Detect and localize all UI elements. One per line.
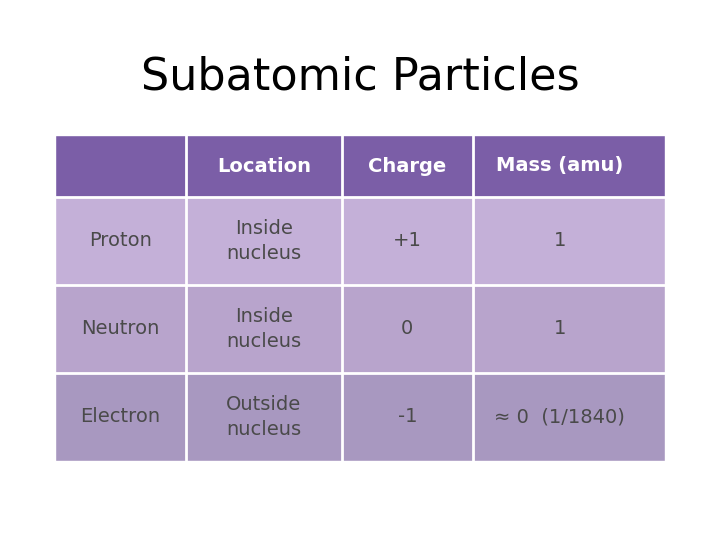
Text: Inside
nucleus: Inside nucleus: [226, 307, 302, 351]
Text: ≈ 0  (1/1840): ≈ 0 (1/1840): [495, 408, 625, 427]
Text: -1: -1: [397, 408, 417, 427]
Text: 1: 1: [554, 320, 566, 339]
FancyBboxPatch shape: [55, 373, 665, 461]
Text: Proton: Proton: [89, 232, 152, 251]
Text: Electron: Electron: [81, 408, 161, 427]
Text: Neutron: Neutron: [81, 320, 160, 339]
Text: Charge: Charge: [368, 157, 446, 176]
Text: Subatomic Particles: Subatomic Particles: [140, 55, 580, 98]
Text: Outside
nucleus: Outside nucleus: [226, 395, 302, 439]
FancyBboxPatch shape: [55, 197, 665, 285]
Text: Location: Location: [217, 157, 311, 176]
Text: 1: 1: [554, 232, 566, 251]
FancyBboxPatch shape: [55, 285, 665, 373]
Text: 0: 0: [401, 320, 413, 339]
Text: Inside
nucleus: Inside nucleus: [226, 219, 302, 263]
Text: Mass (amu): Mass (amu): [496, 157, 624, 176]
FancyBboxPatch shape: [55, 135, 665, 197]
Text: +1: +1: [393, 232, 422, 251]
